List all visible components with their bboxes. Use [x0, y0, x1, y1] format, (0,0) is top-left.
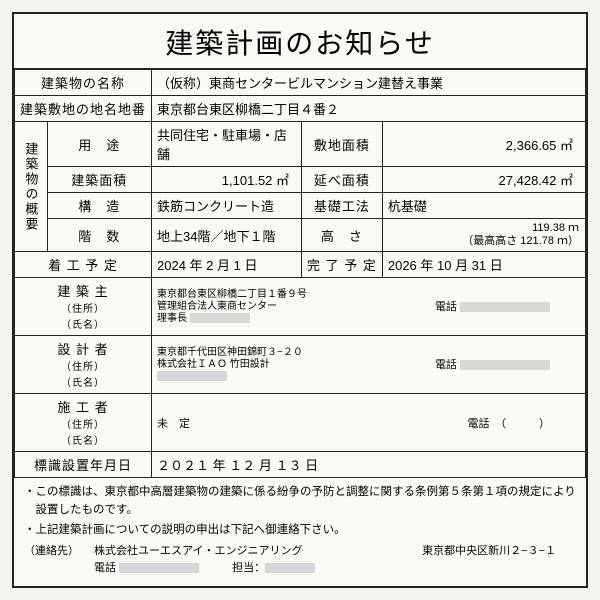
footer-bullet-1: ・この標識は、東京都中高層建築物の建築に係る紛争の予防と調整に関する条例第５条第… — [24, 484, 576, 519]
value-height: 119.38 ｍ （最高高さ 121.78 ｍ） — [382, 219, 585, 252]
redacted — [460, 360, 550, 370]
label-height: 高 さ — [302, 219, 383, 252]
builder-label-text: 施 工 者 — [57, 400, 108, 415]
designer-tel: 電話 — [435, 359, 550, 372]
contact-tel-label: 電話 — [94, 562, 116, 574]
label-designer: 設 計 者 （住所）（氏名） — [15, 336, 152, 394]
label-total: 延べ面積 — [302, 167, 383, 193]
redacted — [119, 563, 199, 573]
footer: ・この標識は、東京都中高層建築物の建築に係る紛争の予防と調整に関する条例第５条第… — [14, 478, 586, 586]
value-designer: 東京都千代田区神田錦町３−２０ 株式会社ＩＡＯ 竹田設計 電話 — [152, 336, 586, 394]
redacted — [157, 371, 227, 381]
contact-row: （連絡先） 株式会社ユーエスアイ・エンジニアリング 東京都中央区新川２−３−１ … — [24, 543, 576, 576]
owner-label-text: 建 築 主 — [57, 284, 108, 299]
value-end: 2026 年 10 月 31 日 — [382, 252, 585, 278]
owner-line1: 東京都台東区柳橋二丁目１番９号 — [157, 289, 307, 300]
label-owner: 建 築 主 （住所）（氏名） — [15, 278, 152, 336]
contact-body: 株式会社ユーエスアイ・エンジニアリング 東京都中央区新川２−３−１ 電話 担当： — [94, 543, 576, 576]
owner-line2: 管理組合法人東商センター — [157, 301, 277, 312]
footer-bullet-2: ・上記建築計画についての説明の申出は下記へ御連絡下さい。 — [24, 522, 576, 539]
owner-line3: 理事長 — [157, 313, 187, 324]
contact-label: （連絡先） — [24, 543, 94, 576]
main-table: 建築物の名称 （仮称）東商センタービルマンション建替え事業 建築敷地の地名地番 … — [14, 69, 586, 478]
value-builder: 未 定 電話 （ ） — [152, 394, 586, 452]
owner-tel: 電話 — [435, 301, 550, 314]
redacted — [265, 563, 315, 573]
value-foundation: 杭基礎 — [382, 193, 585, 219]
redacted — [190, 313, 250, 323]
label-foundation: 基礎工法 — [302, 193, 383, 219]
value-structure: 鉄筋コンクリート造 — [152, 193, 302, 219]
height-sub: （最高高さ 121.78 ｍ） — [462, 235, 579, 247]
label-name: 建築物の名称 — [15, 70, 152, 96]
designer-line2: 株式会社ＩＡＯ 竹田設計 — [157, 359, 270, 370]
value-signdate: ２０２１ 年 １２ 月 １３ 日 — [152, 452, 586, 478]
owner-sublabel: （住所）（氏名） — [61, 304, 105, 331]
contact-company: 株式会社ユーエスアイ・エンジニアリング — [94, 545, 302, 557]
builder-value-text: 未 定 — [157, 418, 190, 430]
notice-board: 建築計画のお知らせ 建築物の名称 （仮称）東商センタービルマンション建替え事業 … — [12, 12, 588, 588]
label-structure: 構 造 — [47, 193, 151, 219]
label-builder: 施 工 者 （住所）（氏名） — [15, 394, 152, 452]
builder-sublabel: （住所）（氏名） — [61, 420, 105, 447]
value-owner: 東京都台東区柳橋二丁目１番９号 管理組合法人東商センター 電話 理事長 — [152, 278, 586, 336]
value-buildarea: 1,101.52 ㎡ — [152, 167, 302, 193]
height-main: 119.38 ｍ — [532, 222, 579, 234]
designer-line1: 東京都千代田区神田錦町３−２０ — [157, 347, 303, 358]
label-start: 着 工 予 定 — [15, 252, 152, 278]
label-end: 完 了 予 定 — [302, 252, 383, 278]
value-total: 27,428.42 ㎡ — [382, 167, 585, 193]
label-use: 用 途 — [47, 122, 151, 167]
label-signdate: 標識設置年月日 — [15, 452, 152, 478]
builder-tel: 電話 （ ） — [468, 415, 551, 431]
value-addr: 東京都台東区柳橋二丁目４番２ — [152, 96, 586, 122]
value-start: 2024 年 2 月 1 日 — [152, 252, 302, 278]
label-sitearea: 敷地面積 — [302, 122, 383, 167]
designer-label-text: 設 計 者 — [57, 342, 108, 357]
contact-person: 担当： — [232, 560, 315, 577]
designer-sublabel: （住所）（氏名） — [61, 362, 105, 389]
redacted — [460, 302, 550, 312]
page-title: 建築計画のお知らせ — [14, 14, 586, 69]
label-floors: 階 数 — [47, 219, 151, 252]
label-buildarea: 建築面積 — [47, 167, 151, 193]
label-overview: 建築物の概要 — [15, 122, 48, 252]
value-sitearea: 2,366.65 ㎡ — [382, 122, 585, 167]
label-addr: 建築敷地の地名地番 — [15, 96, 152, 122]
value-use: 共同住宅・駐車場・店舗 — [152, 122, 302, 167]
value-floors: 地上34階／地下１階 — [152, 219, 302, 252]
value-name: （仮称）東商センタービルマンション建替え事業 — [152, 70, 586, 96]
contact-addr: 東京都中央区新川２−３−１ — [422, 543, 556, 560]
